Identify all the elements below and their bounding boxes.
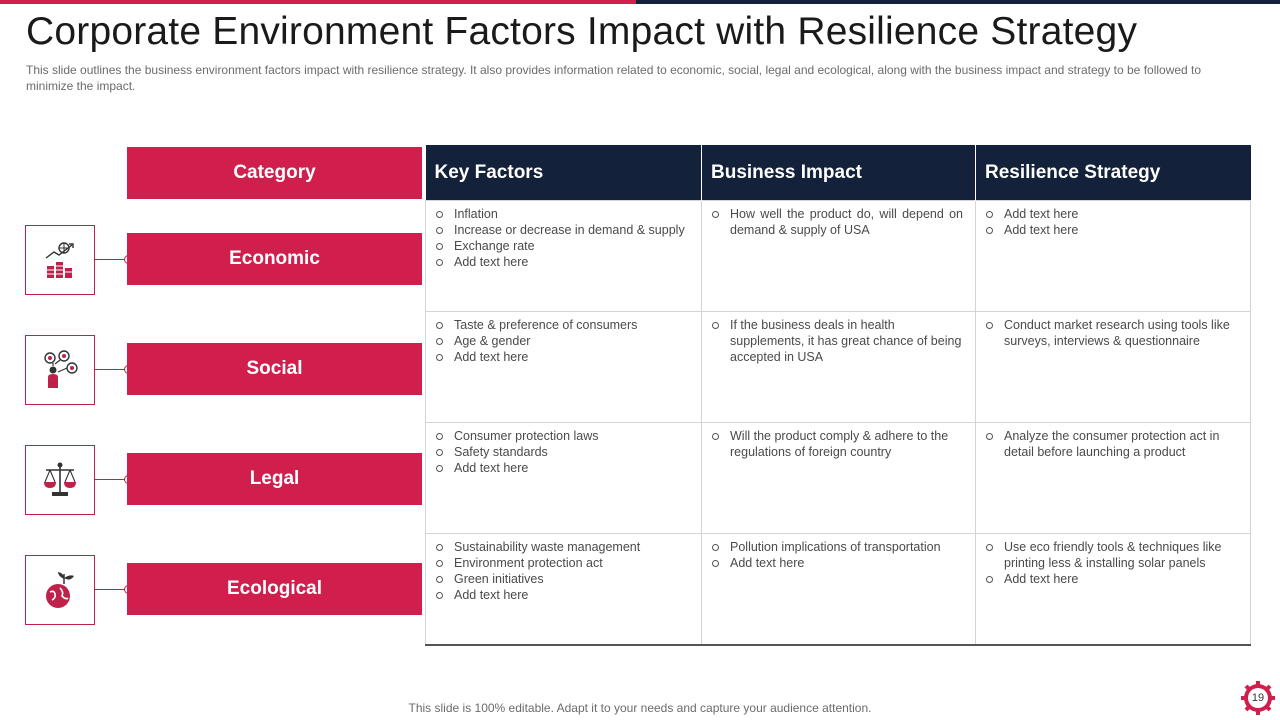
table-row: Taste & preference of consumers Age & ge… [425,311,1251,423]
resilience-strategy-cell: Analyze the consumer protection act in d… [975,422,1251,534]
category-legal: Legal [127,453,422,505]
list-item: Sustainability waste management [434,539,689,555]
business-impact-cell: Pollution implications of transportation… [701,533,976,646]
list-item: Analyze the consumer protection act in d… [984,428,1238,460]
column-header-key-factors: Key Factors [425,145,702,201]
connector-line [94,589,127,590]
connector-line [94,479,127,480]
table-header-row: Key Factors Business Impact Resilience S… [425,145,1251,201]
top-accent-bar [0,0,636,4]
list-item: Use eco friendly tools & techniques like… [984,539,1238,571]
gear-icon [1241,681,1275,715]
list-item: Add text here [434,254,689,270]
list-item: Environment protection act [434,555,689,571]
list-item: Consumer protection laws [434,428,689,444]
category-ecological: Ecological [127,563,422,615]
list-item: Add text here [984,222,1238,238]
list-item: Add text here [434,460,689,476]
list-item: Taste & preference of consumers [434,317,689,333]
business-impact-cell: Will the product comply & adhere to the … [701,422,976,534]
list-item: Exchange rate [434,238,689,254]
connector-line [94,259,127,260]
list-item: Safety standards [434,444,689,460]
list-item: Add text here [434,349,689,365]
resilience-strategy-cell: Add text here Add text here [975,200,1251,312]
factors-table: Key Factors Business Impact Resilience S… [425,145,1251,646]
list-item: Age & gender [434,333,689,349]
key-factors-cell: Taste & preference of consumers Age & ge… [425,311,702,423]
list-item: Increase or decrease in demand & supply [434,222,689,238]
list-item: Add text here [984,571,1238,587]
list-item: How well the product do, will depend on … [710,206,963,238]
list-item: If the business deals in health suppleme… [710,317,963,365]
table-row: Consumer protection laws Safety standard… [425,422,1251,534]
connector-line [94,369,127,370]
key-factors-cell: Sustainability waste management Environm… [425,533,702,646]
category-header: Category [127,147,422,199]
business-impact-cell: How well the product do, will depend on … [701,200,976,312]
list-item: Pollution implications of transportation [710,539,963,555]
list-item: Add text here [710,555,963,571]
table-row: Sustainability waste management Environm… [425,533,1251,646]
money-growth-icon [25,225,95,295]
category-economic: Economic [127,233,422,285]
list-item: Conduct market research using tools like… [984,317,1238,349]
list-item: Inflation [434,206,689,222]
category-social: Social [127,343,422,395]
business-impact-cell: If the business deals in health suppleme… [701,311,976,423]
list-item: Add text here [434,587,689,603]
column-header-resilience-strategy: Resilience Strategy [975,145,1251,201]
scales-icon [25,445,95,515]
key-factors-cell: Consumer protection laws Safety standard… [425,422,702,534]
column-header-business-impact: Business Impact [701,145,976,201]
resilience-strategy-cell: Use eco friendly tools & techniques like… [975,533,1251,646]
page-subtitle: This slide outlines the business environ… [26,63,1202,93]
footer-note: This slide is 100% editable. Adapt it to… [408,701,872,715]
key-factors-cell: Inflation Increase or decrease in demand… [425,200,702,312]
people-network-icon [25,335,95,405]
table-row: Inflation Increase or decrease in demand… [425,200,1251,312]
top-dark-bar [636,0,1280,4]
page-title: Corporate Environment Factors Impact wit… [26,10,1138,53]
list-item: Will the product comply & adhere to the … [710,428,963,460]
list-item: Green initiatives [434,571,689,587]
earth-plant-icon [25,555,95,625]
list-item: Add text here [984,206,1238,222]
resilience-strategy-cell: Conduct market research using tools like… [975,311,1251,423]
page-number: 19 [1251,692,1265,704]
